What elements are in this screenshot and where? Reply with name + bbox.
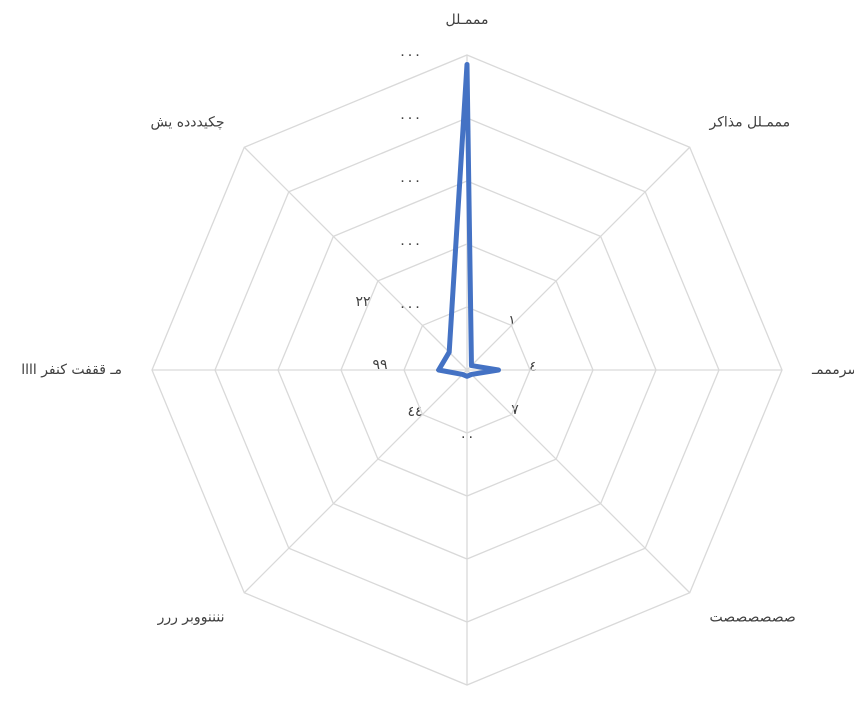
y-tick-label: ٠٠٠ xyxy=(399,47,422,63)
category-label: صصصصصصت xyxy=(709,609,795,625)
category-label: مممـلل مذاكر xyxy=(708,115,790,131)
spoke xyxy=(466,146,691,371)
category-label: ننننووبر ررر xyxy=(157,609,225,625)
annotation: ١ xyxy=(508,313,516,329)
annotation: ٢٢ xyxy=(355,294,370,310)
series-line xyxy=(436,61,501,379)
category-label: مـ ققفت كنفر اااا xyxy=(21,362,122,378)
annotation: ٤ xyxy=(529,359,537,375)
category-label: ننمم xyxy=(454,712,480,717)
spoke xyxy=(466,369,691,594)
category-label: سرمممـ xyxy=(811,362,854,378)
y-tick-label: ٠٠٠ xyxy=(399,173,422,189)
annotation: ٩٩ xyxy=(372,357,387,373)
annotation: ٧ xyxy=(511,402,519,418)
y-tick-label: ٠٠٠ xyxy=(399,110,422,126)
spoke xyxy=(243,146,468,371)
annotation: ٤٤ xyxy=(407,404,422,420)
spoke xyxy=(243,369,468,594)
category-label: مممـلل xyxy=(445,12,488,28)
y-tick-label: ٠٠٠ xyxy=(399,299,422,315)
y-tick-label: ٠٠٠ xyxy=(399,236,422,252)
category-label: چكيددده يش xyxy=(151,115,225,131)
